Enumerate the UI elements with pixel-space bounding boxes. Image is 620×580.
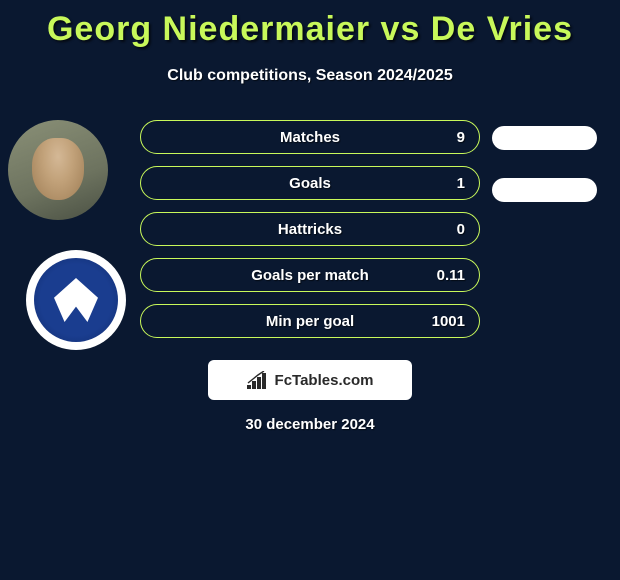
player2-avatar (26, 250, 126, 350)
fctables-icon (247, 371, 269, 389)
stat-row: Hattricks 0 (140, 212, 480, 246)
date-text: 30 december 2024 (0, 416, 620, 433)
stat-value: 9 (457, 129, 465, 146)
club-badge-icon (34, 258, 118, 342)
stat-value: 1 (457, 175, 465, 192)
stat-row: Matches 9 (140, 120, 480, 154)
page-title: Georg Niedermaier vs De Vries (0, 0, 620, 49)
stat-label: Matches (280, 129, 340, 146)
stat-row: Goals 1 (140, 166, 480, 200)
stat-label: Hattricks (278, 221, 342, 238)
comparison-pill (492, 126, 597, 150)
stat-row: Goals per match 0.11 (140, 258, 480, 292)
footer-logo-text: FcTables.com (275, 372, 374, 389)
stat-label: Goals per match (251, 267, 369, 284)
footer-logo: FcTables.com (208, 360, 412, 400)
stat-value: 1001 (432, 313, 465, 330)
stat-label: Min per goal (266, 313, 354, 330)
subtitle: Club competitions, Season 2024/2025 (0, 67, 620, 85)
avatars-column (8, 120, 126, 350)
comparison-pills (492, 126, 597, 230)
stat-value: 0.11 (437, 267, 465, 284)
comparison-pill (492, 178, 597, 202)
stat-row: Min per goal 1001 (140, 304, 480, 338)
stat-value: 0 (457, 221, 465, 238)
player1-avatar (8, 120, 108, 220)
stats-panel: Matches 9 Goals 1 Hattricks 0 Goals per … (140, 120, 480, 350)
stat-label: Goals (289, 175, 331, 192)
